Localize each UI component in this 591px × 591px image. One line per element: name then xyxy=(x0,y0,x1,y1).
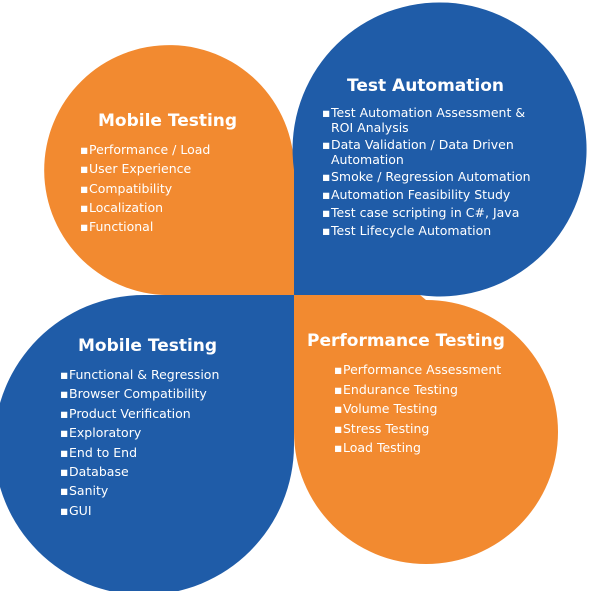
bullet-icon: ▪ xyxy=(60,405,69,421)
bullet-icon: ▪ xyxy=(80,219,89,235)
list-item: ▪ Exploratory xyxy=(60,425,219,441)
list-item: ▪ Load Testing xyxy=(334,440,505,456)
bullet-icon: ▪ xyxy=(322,169,331,184)
list-item-label: End to End xyxy=(69,444,138,460)
list-item: ▪ Product Verification xyxy=(60,406,219,422)
list-item: ▪ Test Automation Assessment & ROI Analys… xyxy=(322,105,536,135)
list-item-label: Endurance Testing xyxy=(343,381,458,397)
list-item-label: Exploratory xyxy=(69,425,142,441)
list-item: ▪ End to End xyxy=(60,445,219,461)
bullet-icon: ▪ xyxy=(60,386,69,402)
list-item: ▪ User Experience xyxy=(80,161,237,177)
list-item-label: Volume Testing xyxy=(343,401,438,416)
quadrant-list: ▪ Performance Assessment ▪ Endurance Testi… xyxy=(334,362,505,456)
list-item-label: Test Lifecycle Automation xyxy=(331,223,492,238)
bullet-icon: ▪ xyxy=(322,137,331,152)
list-item-label: Load Testing xyxy=(343,440,421,455)
quadrant-top-right: Test Automation ▪ Test Automation Assessm… xyxy=(322,75,536,241)
bullet-icon: ▪ xyxy=(60,463,69,479)
list-item-label: Performance / Load xyxy=(89,142,211,157)
list-item: ▪ Performance / Load xyxy=(80,142,237,158)
list-item-label: Test case scripting in C#, Java xyxy=(331,205,520,220)
list-item: ▪ Stress Testing xyxy=(334,421,505,437)
list-item: ▪ Smoke / Regression Automation xyxy=(322,169,536,185)
list-item-label: Compatibility xyxy=(89,180,173,196)
list-item: ▪ Compatibility xyxy=(80,181,237,197)
list-item: ▪ Database xyxy=(60,464,219,480)
list-item-label: Smoke / Regression Automation xyxy=(331,169,531,184)
bullet-icon: ▪ xyxy=(80,199,89,215)
quadrant-bottom-right: Performance Testing ▪ Performance Assessm… xyxy=(307,330,505,460)
petal-bottom-left xyxy=(0,295,294,591)
list-item-label: Database xyxy=(69,463,129,479)
list-item: ▪ Functional & Regression xyxy=(60,367,219,383)
bullet-icon: ▪ xyxy=(60,502,69,518)
bullet-icon: ▪ xyxy=(60,483,69,499)
bullet-icon: ▪ xyxy=(322,205,331,220)
bullet-icon: ▪ xyxy=(80,180,89,196)
bullet-icon: ▪ xyxy=(322,105,331,120)
bullet-icon: ▪ xyxy=(80,161,89,177)
list-item-label: GUI xyxy=(69,502,92,518)
bullet-icon: ▪ xyxy=(80,142,89,157)
quadrant-list: ▪ Functional & Regression ▪ Browser Compat… xyxy=(60,367,219,519)
petal-bottom-right xyxy=(294,295,558,564)
quadrant-bottom-left: Mobile Testing ▪ Functional & Regression … xyxy=(60,335,219,522)
bullet-icon: ▪ xyxy=(60,444,69,460)
list-item: ▪ Test Lifecycle Automation xyxy=(322,223,536,239)
list-item: ▪ Performance Assessment xyxy=(334,362,505,378)
bullet-icon: ▪ xyxy=(60,367,69,382)
list-item: ▪ Automation Feasibility Study xyxy=(322,187,536,203)
bullet-icon: ▪ xyxy=(334,420,343,436)
list-item-label: Localization xyxy=(89,199,164,215)
list-item: ▪ Endurance Testing xyxy=(334,382,505,398)
list-item: ▪ Data Validation / Data Driven Automatio… xyxy=(322,137,536,167)
quadrant-top-left: Mobile Testing ▪ Performance / Load ▪ User… xyxy=(80,110,237,238)
list-item: ▪ Browser Compatibility xyxy=(60,386,219,402)
quadrant-title: Mobile Testing xyxy=(98,111,238,131)
list-item-label: Functional & Regression xyxy=(69,367,220,382)
bullet-icon: ▪ xyxy=(334,440,343,455)
list-item-label: Functional xyxy=(89,219,154,235)
list-item: ▪ Sanity xyxy=(60,483,219,499)
list-item: ▪ GUI xyxy=(60,503,219,519)
list-item: ▪ Test case scripting in C#, Java xyxy=(322,205,536,221)
list-item-label: Performance Assessment xyxy=(343,362,502,377)
bullet-icon: ▪ xyxy=(334,381,343,397)
list-item-label: Automation Feasibility Study xyxy=(331,187,511,202)
list-item-label: Data Validation / Data Driven Automation xyxy=(331,137,514,167)
list-item: ▪ Functional xyxy=(80,219,237,235)
list-item-label: Test Automation Assessment & ROI Analysi… xyxy=(331,105,526,135)
list-item: ▪ Volume Testing xyxy=(334,401,505,417)
quadrant-list: ▪ Test Automation Assessment & ROI Analys… xyxy=(322,105,536,239)
bullet-icon: ▪ xyxy=(334,362,343,377)
list-item-label: Stress Testing xyxy=(343,420,430,436)
quadrant-title: Test Automation xyxy=(347,76,505,96)
bullet-icon: ▪ xyxy=(322,187,331,202)
quadrant-list: ▪ Performance / Load ▪ User Experience ▪ Co… xyxy=(80,142,237,235)
list-item-label: User Experience xyxy=(89,161,192,177)
bullet-icon: ▪ xyxy=(60,425,69,441)
list-item-label: Product Verification xyxy=(69,405,191,421)
quadrant-title: Performance Testing xyxy=(307,331,505,351)
bullet-icon: ▪ xyxy=(334,401,343,416)
list-item: ▪ Localization xyxy=(80,200,237,216)
petal-top-right xyxy=(292,2,587,297)
petal-top-left xyxy=(44,45,295,296)
list-item-label: Browser Compatibility xyxy=(69,386,207,402)
bullet-icon: ▪ xyxy=(322,223,331,238)
list-item-label: Sanity xyxy=(69,483,109,499)
quadrant-title: Mobile Testing xyxy=(78,336,218,356)
